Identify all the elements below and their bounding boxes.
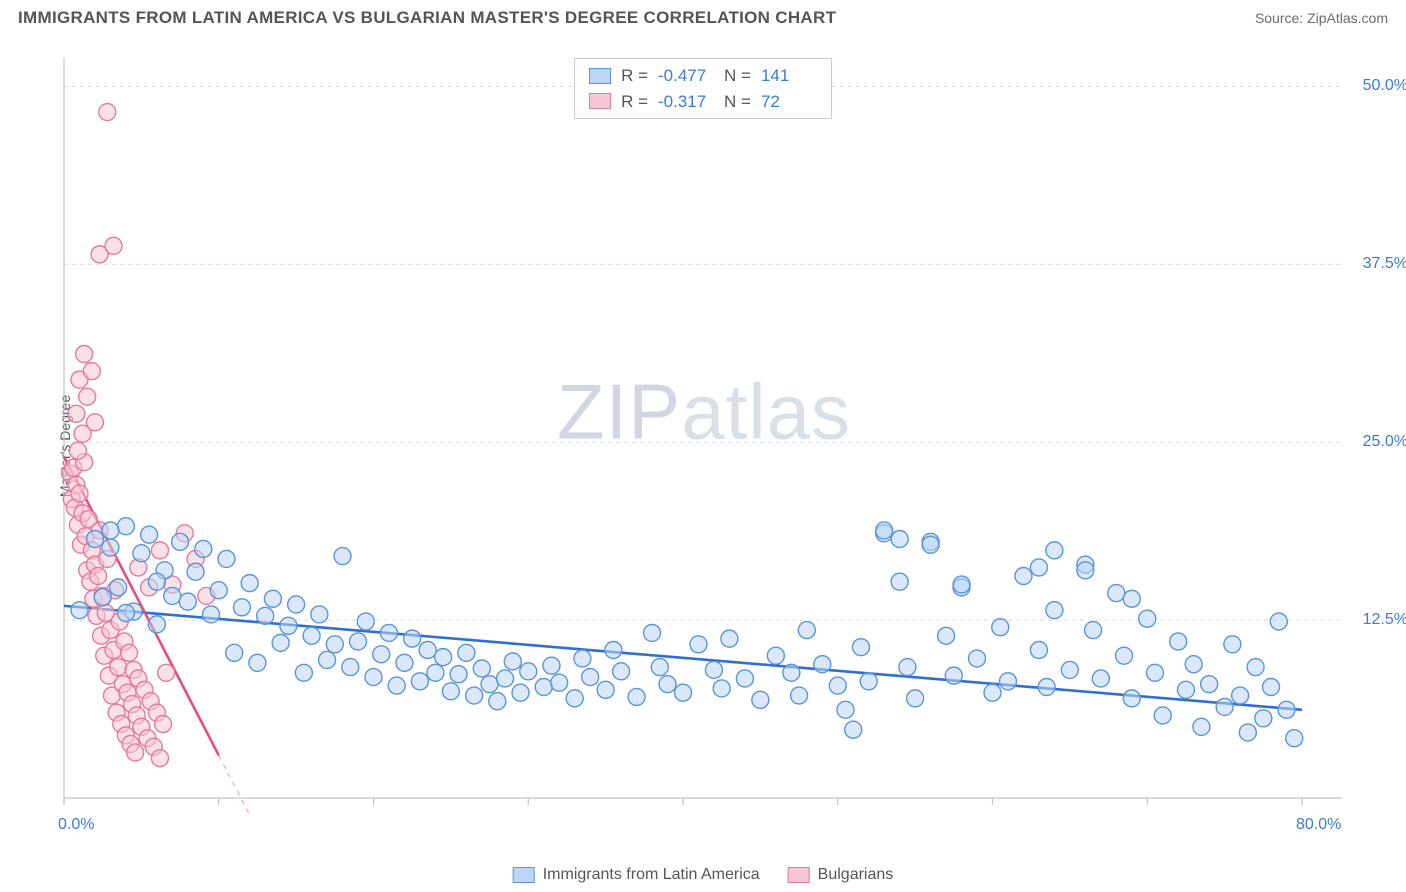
y-tick-label: 50.0%: [1363, 77, 1406, 95]
series-swatch: [589, 68, 611, 84]
r-label: R =: [621, 89, 648, 115]
series-swatch: [589, 93, 611, 109]
scatter-plot-svg: [54, 58, 1354, 828]
legend-label: Bulgarians: [818, 866, 894, 884]
n-label: N =: [724, 63, 751, 89]
chart-header: IMMIGRANTS FROM LATIN AMERICA VS BULGARI…: [0, 0, 1406, 32]
stats-row: R = -0.477 N = 141: [589, 63, 817, 89]
stats-row: R = -0.317 N = 72: [589, 89, 817, 115]
n-label: N =: [724, 89, 751, 115]
chart-area: ZIPatlas 12.5%25.0%37.5%50.0% 0.0% 80.0%: [54, 58, 1354, 828]
correlation-stats-box: R = -0.477 N = 141 R = -0.317 N = 72: [574, 58, 832, 119]
y-tick-label: 12.5%: [1363, 611, 1406, 629]
x-axis-end-label: 80.0%: [1296, 816, 1341, 834]
y-tick-label: 25.0%: [1363, 433, 1406, 451]
x-axis-start-label: 0.0%: [58, 816, 94, 834]
chart-title: IMMIGRANTS FROM LATIN AMERICA VS BULGARI…: [18, 8, 836, 28]
legend-item: Immigrants from Latin America: [513, 866, 760, 884]
n-value: 72: [761, 89, 817, 115]
legend: Immigrants from Latin America Bulgarians: [513, 866, 894, 884]
legend-swatch: [788, 867, 810, 883]
chart-source: Source: ZipAtlas.com: [1255, 10, 1388, 26]
legend-label: Immigrants from Latin America: [543, 866, 760, 884]
n-value: 141: [761, 63, 817, 89]
legend-swatch: [513, 867, 535, 883]
r-value: -0.317: [658, 89, 714, 115]
legend-item: Bulgarians: [788, 866, 894, 884]
y-tick-label: 37.5%: [1363, 255, 1406, 273]
r-value: -0.477: [658, 63, 714, 89]
r-label: R =: [621, 63, 648, 89]
